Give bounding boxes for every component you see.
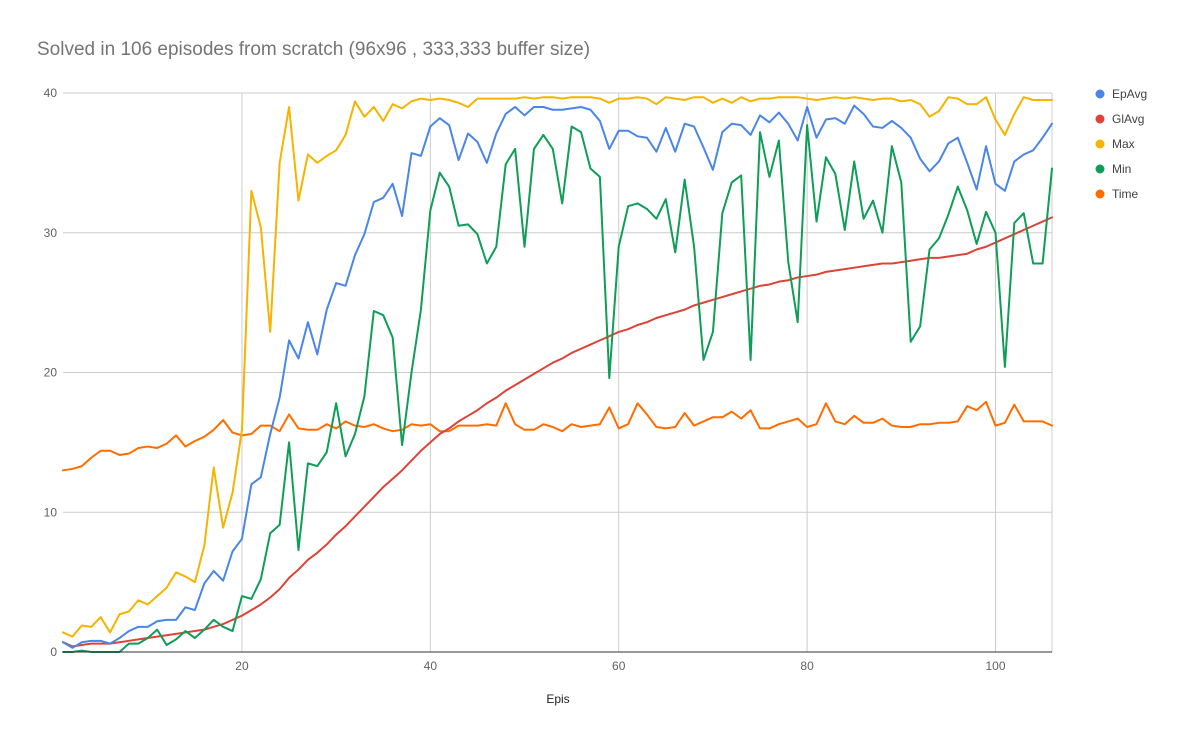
x-tick-label: 40 [424,659,438,673]
legend-swatch [1095,164,1105,174]
x-axis-title: Epis [546,692,569,706]
y-tick-label: 30 [44,226,58,240]
legend-label: GlAvg [1112,112,1144,126]
x-tick-label: 60 [612,659,626,673]
axis-layer: 0 10 20 30 40 20 40 60 80 100 [44,86,1052,673]
x-tick-label: 100 [985,659,1005,673]
legend-swatch [1095,139,1105,149]
legend-item-epavg: EpAvg [1095,87,1147,101]
x-tick-label: 80 [800,659,814,673]
legend-item-time: Time [1095,187,1139,201]
legend-label: Time [1112,187,1139,201]
y-tick-label: 10 [44,505,58,519]
legend-swatch [1095,89,1105,99]
y-tick-label: 40 [44,86,58,100]
legend-swatch [1095,114,1105,124]
legend-swatch [1095,189,1105,199]
series-line-max [62,96,1053,638]
y-tick-label: 0 [50,645,57,659]
legend-item-max: Max [1095,137,1135,151]
legend: EpAvg GlAvg Max Min Time [1095,87,1147,201]
series-layer [62,96,1053,653]
series-line-time [62,400,1053,472]
grid-layer [63,92,1053,652]
legend-item-min: Min [1095,162,1131,176]
legend-label: Min [1112,162,1131,176]
series-line-min [62,124,1053,653]
series-line-epavg [62,104,1053,649]
legend-label: EpAvg [1112,87,1147,101]
series-line-glavg [62,216,1053,648]
legend-item-glavg: GlAvg [1095,112,1144,126]
legend-label: Max [1112,137,1135,151]
chart-title: Solved in 106 episodes from scratch (96x… [37,39,590,60]
x-tick-label: 20 [235,659,249,673]
y-tick-label: 20 [44,366,58,380]
